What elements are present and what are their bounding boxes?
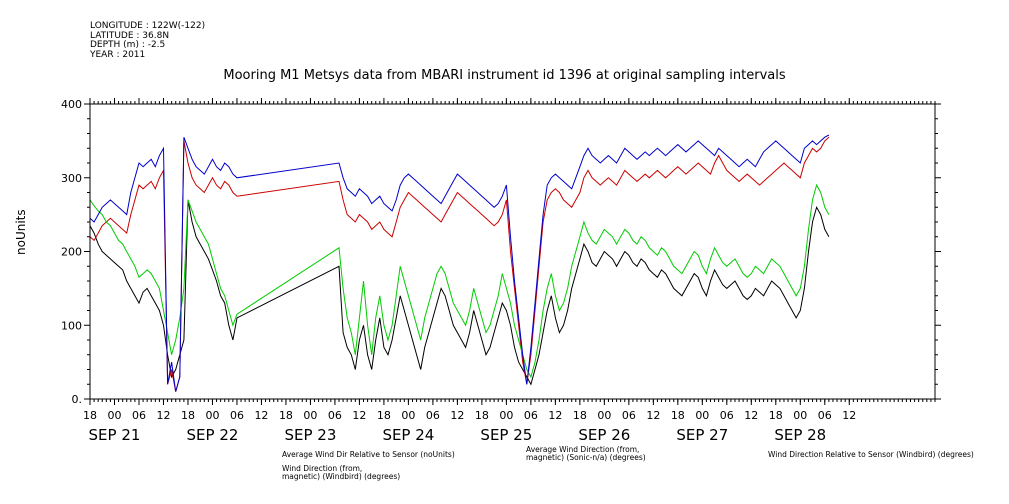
chart-title: Mooring M1 Metsys data from MBARI instru… xyxy=(223,68,786,83)
x-day-label: SEP 27 xyxy=(676,426,728,444)
series-line-1 xyxy=(89,199,830,386)
y-tick-label-200: 200 xyxy=(61,246,82,259)
x-tick-label: 18 xyxy=(671,409,685,422)
x-tick-label: 00 xyxy=(597,409,611,422)
x-tick-label: 12 xyxy=(352,409,366,422)
x-tick-label: 06 xyxy=(524,409,538,422)
x-tick-label: 12 xyxy=(450,409,464,422)
longitude-text: LONGITUDE : 122W(-122) xyxy=(90,21,206,31)
x-tick-label: 00 xyxy=(303,409,317,422)
x-tick-label: 18 xyxy=(475,409,489,422)
series-line-4 xyxy=(89,134,830,392)
x-tick-label: 00 xyxy=(107,409,121,422)
y-tick-label-0: 0. xyxy=(72,393,83,406)
x-tick-label: 18 xyxy=(377,409,391,422)
y-tick-label-300: 300 xyxy=(61,172,82,185)
x-tick-label: 00 xyxy=(205,409,219,422)
x-tick-label: 06 xyxy=(720,409,734,422)
legend-label-2: Average Wind Direction (from, magnetic) … xyxy=(526,445,646,462)
x-tick-label: 12 xyxy=(156,409,170,422)
x-tick-label: 18 xyxy=(279,409,293,422)
latitude-text: LATITUDE : 36.8N xyxy=(90,30,170,41)
x-tick-label: 00 xyxy=(695,409,709,422)
x-day-label: SEP 23 xyxy=(284,426,336,444)
x-tick-label: 06 xyxy=(622,409,636,422)
x-tick-label: 00 xyxy=(793,409,807,422)
x-day-label: SEP 22 xyxy=(187,426,239,444)
legend-label-3: Wind Direction Relative to Sensor (Windb… xyxy=(768,450,974,459)
x-day-label: SEP 24 xyxy=(382,426,434,444)
x-tick-label: 06 xyxy=(818,409,832,422)
x-tick-label: 18 xyxy=(769,409,783,422)
x-tick-label: 06 xyxy=(230,409,244,422)
x-tick-label: 12 xyxy=(646,409,660,422)
x-day-label: SEP 21 xyxy=(89,426,141,444)
x-day-label: SEP 25 xyxy=(480,426,532,444)
legend-label-4: Wind Direction (from, magnetic) (Windbir… xyxy=(282,464,401,481)
year-text: YEAR : 2011 xyxy=(90,49,146,60)
series-line-3 xyxy=(89,183,830,379)
x-tick-label: 06 xyxy=(132,409,146,422)
depth-text: DEPTH (m) : -2.5 xyxy=(90,40,166,50)
x-tick-label: 18 xyxy=(83,409,97,422)
x-tick-label: 00 xyxy=(401,409,415,422)
x-day-label: SEP 26 xyxy=(578,426,630,444)
x-tick-label: 12 xyxy=(254,409,268,422)
y-tick-label-400: 400 xyxy=(61,98,82,111)
legend-label-1: Average Wind Dir Relative to Sensor (noU… xyxy=(282,450,455,459)
x-tick-label: 12 xyxy=(842,409,856,422)
y-tick-label-100: 100 xyxy=(61,319,82,332)
x-tick-label: 06 xyxy=(426,409,440,422)
x-tick-label: 18 xyxy=(573,409,587,422)
x-tick-label: 18 xyxy=(181,409,195,422)
x-tick-label: 00 xyxy=(499,409,513,422)
x-tick-label: 12 xyxy=(548,409,562,422)
x-tick-label: 12 xyxy=(744,409,758,422)
series-line-2 xyxy=(89,136,830,392)
x-day-label: SEP 28 xyxy=(774,426,826,444)
metadata-block: LONGITUDE : 122W(-122) LATITUDE : 36.8N … xyxy=(90,21,206,60)
x-tick-label: 06 xyxy=(328,409,342,422)
